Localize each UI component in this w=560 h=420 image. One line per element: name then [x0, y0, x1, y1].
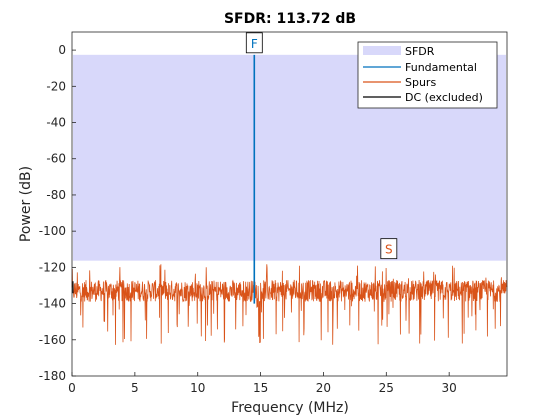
y-tick-minus-180: -180 — [39, 369, 76, 383]
svg-text:25: 25 — [379, 381, 394, 395]
svg-text:-120: -120 — [39, 260, 66, 274]
legend-entry-dc: DC (excluded) — [363, 91, 483, 104]
svg-text:20: 20 — [316, 381, 331, 395]
x-tick-0: 0 — [68, 372, 76, 395]
svg-text:-180: -180 — [39, 369, 66, 383]
y-tick-0: 0 — [58, 43, 76, 57]
legend-swatch-sfdr — [363, 46, 401, 55]
svg-text:-160: -160 — [39, 333, 66, 347]
marker-fundamental-box — [245, 32, 263, 54]
x-tick-5: 5 — [131, 372, 139, 395]
legend: SFDR Fundamental Spurs DC (excluded) — [357, 41, 498, 109]
svg-text:-40: -40 — [46, 116, 66, 130]
svg-text:10: 10 — [190, 381, 205, 395]
svg-text:-20: -20 — [46, 79, 66, 93]
y-axis: 0 -20 -40 -60 -80 -100 -120 -140 -160 -1… — [18, 43, 76, 383]
legend-entry-fundamental: Fundamental — [363, 61, 477, 74]
marker-spur: S — [380, 238, 398, 260]
svg-text:15: 15 — [253, 381, 268, 395]
svg-text:-100: -100 — [39, 224, 66, 238]
legend-entry-spurs: Spurs — [363, 76, 436, 89]
y-tick-minus-100: -100 — [39, 224, 76, 238]
x-tick-10: 10 — [190, 372, 205, 395]
marker-spur-box — [380, 238, 398, 260]
x-axis: 0 5 10 15 20 25 30 Frequency (MHz) — [68, 372, 457, 416]
y-tick-minus-140: -140 — [39, 297, 76, 311]
legend-label-sfdr: SFDR — [405, 45, 435, 58]
svg-text:0: 0 — [68, 381, 76, 395]
svg-text:30: 30 — [442, 381, 457, 395]
marker-fundamental-label: F — [251, 37, 258, 51]
legend-entry-sfdr: SFDR — [363, 45, 435, 58]
legend-label-dc: DC (excluded) — [405, 91, 483, 104]
svg-text:-140: -140 — [39, 297, 66, 311]
marker-spur-label: S — [385, 243, 393, 257]
svg-text:5: 5 — [131, 381, 139, 395]
x-tick-30: 30 — [442, 372, 457, 395]
x-tick-25: 25 — [379, 372, 394, 395]
legend-label-spurs: Spurs — [405, 76, 436, 89]
y-tick-minus-160: -160 — [39, 333, 76, 347]
plot-frame — [71, 31, 508, 377]
svg-text:-80: -80 — [46, 188, 66, 202]
spurs-series-line — [71, 264, 508, 345]
x-tick-15: 15 — [253, 372, 268, 395]
y-axis-label: Power (dB) — [18, 166, 34, 242]
y-tick-minus-120: -120 — [39, 260, 76, 274]
x-axis-label: Frequency (MHz) — [231, 400, 349, 416]
svg-text:0: 0 — [58, 43, 66, 57]
y-tick-minus-60: -60 — [46, 152, 76, 166]
y-tick-minus-40: -40 — [46, 116, 76, 130]
svg-text:-60: -60 — [46, 152, 66, 166]
chart-title: SFDR: 113.72 dB — [224, 11, 356, 27]
y-tick-minus-20: -20 — [46, 79, 76, 93]
marker-fundamental: F — [245, 32, 263, 54]
y-tick-minus-80: -80 — [46, 188, 76, 202]
legend-label-fundamental: Fundamental — [405, 61, 477, 74]
x-tick-20: 20 — [316, 372, 331, 395]
